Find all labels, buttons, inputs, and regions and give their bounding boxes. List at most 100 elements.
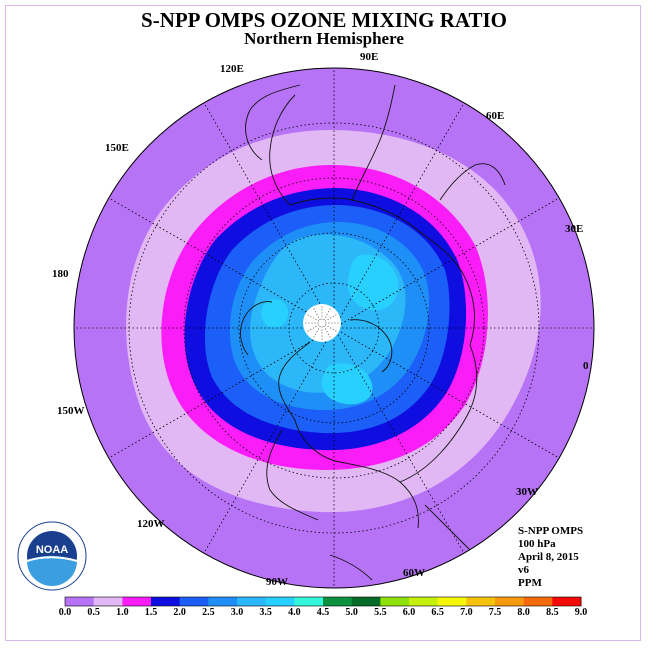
pole-dot <box>337 322 339 324</box>
pole-dot <box>318 320 320 322</box>
pole-dot <box>315 319 317 320</box>
pole-dot <box>331 322 333 324</box>
colorbar-tick-label: 2.5 <box>202 607 215 618</box>
info-units: PPM <box>518 577 542 589</box>
colorbar-swatch <box>294 597 324 606</box>
chart-title: S-NPP OMPS OZONE MIXING RATIO <box>141 8 507 32</box>
pole-dot <box>327 319 329 320</box>
pole-dot <box>330 317 332 319</box>
pole-dot <box>326 331 328 333</box>
pole-dot <box>321 329 323 331</box>
pole-dot <box>313 336 315 338</box>
pole-dot <box>321 332 323 334</box>
pole-dot <box>310 316 312 317</box>
colorbar-tick-label: 0.0 <box>58 607 72 618</box>
pole-dot <box>315 311 316 313</box>
pole-dot <box>312 327 314 329</box>
pole-dot <box>321 315 323 317</box>
colorbar-tick-label: 9.0 <box>574 607 588 618</box>
colorbar-swatch <box>380 597 410 606</box>
colorbar-swatch <box>93 597 123 606</box>
colorbar-swatch <box>495 597 525 606</box>
meridian-line <box>333 93 470 329</box>
colorbar-tick-label: 6.5 <box>431 607 444 618</box>
colorbar-swatch <box>409 597 439 606</box>
lon-label-150w: 150W <box>57 405 85 417</box>
polar-no-data <box>303 304 341 342</box>
meridian-line <box>333 327 569 464</box>
band-3.5-4.0-b <box>321 363 373 405</box>
pole-dot <box>325 322 327 324</box>
logo-text: NOAA <box>36 544 68 556</box>
colorbar-tick-label: 4.0 <box>288 607 301 618</box>
lon-label-90e: 90E <box>360 51 379 63</box>
pole-dot <box>310 329 312 330</box>
pole-dot <box>321 338 323 340</box>
latitude-circle <box>183 177 485 479</box>
pole-dot <box>323 325 325 327</box>
pole-dot <box>317 322 319 324</box>
pole-dot <box>308 322 310 324</box>
colorbar-tick-label: 5.0 <box>345 607 358 618</box>
colorbar-outline <box>64 596 582 607</box>
pole-dot <box>315 326 317 327</box>
pole-dot <box>335 330 337 332</box>
band-3.5-4.0-c <box>261 298 289 328</box>
graticule <box>74 68 594 588</box>
latitude-circle <box>128 122 540 534</box>
lon-label-180: 180 <box>52 268 69 280</box>
coastlines <box>240 84 506 581</box>
pole-dot <box>316 313 318 315</box>
pole-dot <box>321 326 323 328</box>
colorbar-swatch <box>208 597 238 606</box>
colorbar-swatch <box>523 597 553 606</box>
pole-dot <box>307 314 309 316</box>
colorbar-tick-label: 1.5 <box>144 607 158 618</box>
pole-dot <box>318 316 319 318</box>
colorbar-tick-label: 5.5 <box>374 607 387 618</box>
colorbar <box>64 596 582 607</box>
pole-dot <box>334 322 336 324</box>
lon-label-60e: 60E <box>486 110 505 122</box>
pole-dot <box>321 309 323 311</box>
colorbar-swatch <box>323 597 353 606</box>
pole-dot <box>327 326 329 327</box>
colorbar-swatch <box>552 597 582 606</box>
pole-dot <box>316 331 318 333</box>
meridian-line <box>333 327 470 563</box>
pole-dot <box>329 336 331 338</box>
pole-dot <box>321 312 323 314</box>
pole-dot <box>330 327 332 329</box>
colorbar-swatch <box>237 597 267 606</box>
lon-label-90w: 90W <box>266 576 288 588</box>
meridian-line <box>99 327 335 464</box>
colorbar-swatch <box>265 597 295 606</box>
pole-dot <box>332 329 334 330</box>
colorbar-swatch <box>179 597 209 606</box>
colorbar-tick-label: 7.0 <box>460 607 473 618</box>
colorbar-tick-label: 0.5 <box>87 607 100 618</box>
colorbar-tick-label: 3.5 <box>259 607 272 618</box>
meridian-line <box>333 192 569 329</box>
pole-graticule-dots <box>305 306 339 340</box>
colorbar-swatch <box>437 597 467 606</box>
colorbar-tick-label: 6.0 <box>402 607 416 618</box>
pole-dot <box>328 322 330 324</box>
pole-dot <box>326 313 328 315</box>
lon-label-120w: 120W <box>137 518 165 530</box>
pole-dot <box>319 325 321 327</box>
pole-dot <box>321 335 323 337</box>
colorbar-swatch <box>65 597 95 606</box>
colorbar-swatch <box>151 597 181 606</box>
pole-dot <box>328 333 329 335</box>
pole-dot <box>324 324 326 326</box>
lon-label-30e: 30E <box>565 223 584 235</box>
pole-dot <box>313 308 315 310</box>
figure-frame <box>5 5 641 641</box>
info-version: v6 <box>518 564 529 576</box>
band-3.5-4.0-a <box>347 254 399 311</box>
pole-dot <box>321 318 323 320</box>
pole-dot <box>324 320 326 322</box>
pole-dot <box>307 330 309 332</box>
